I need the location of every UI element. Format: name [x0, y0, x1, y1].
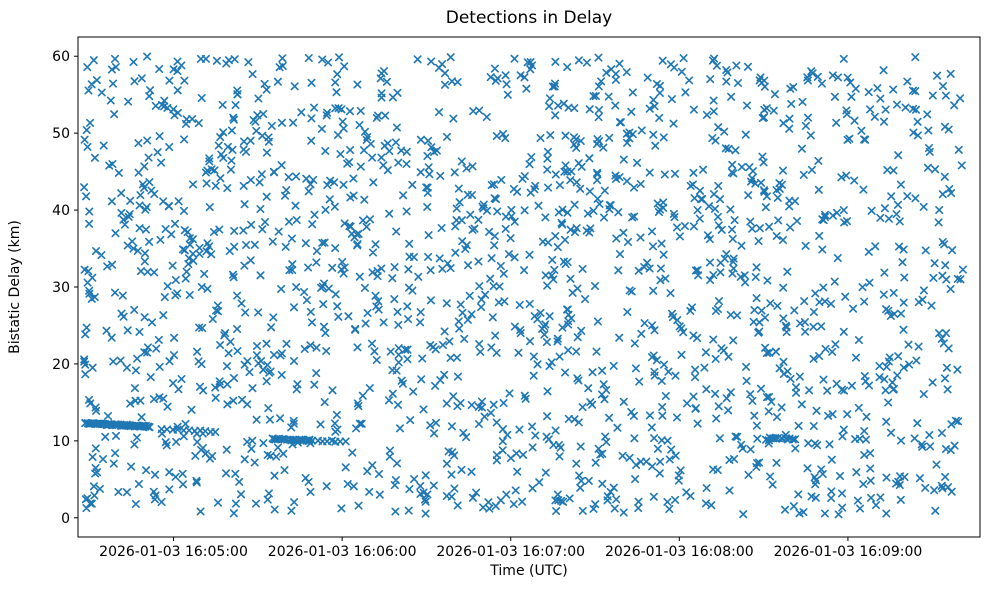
- y-tick-label: 10: [52, 434, 70, 450]
- x-tick-label: 2026-01-03 16:06:00: [268, 544, 417, 560]
- y-tick-label: 30: [52, 280, 70, 296]
- x-tick-label: 2026-01-03 16:09:00: [774, 544, 923, 560]
- x-tick-label: 2026-01-03 16:08:00: [605, 544, 754, 560]
- x-tick-label: 2026-01-03 16:05:00: [99, 544, 248, 560]
- x-tick-label: 2026-01-03 16:07:00: [436, 544, 585, 560]
- scatter-points: [80, 52, 967, 519]
- y-tick-label: 50: [52, 126, 70, 142]
- y-tick-label: 60: [52, 49, 70, 65]
- y-tick-label: 20: [52, 357, 70, 373]
- y-tick-label: 40: [52, 203, 70, 219]
- chart-title: Detections in Delay: [445, 8, 613, 28]
- x-axis-label: Time (UTC): [490, 563, 568, 579]
- y-tick-label: 0: [61, 511, 70, 527]
